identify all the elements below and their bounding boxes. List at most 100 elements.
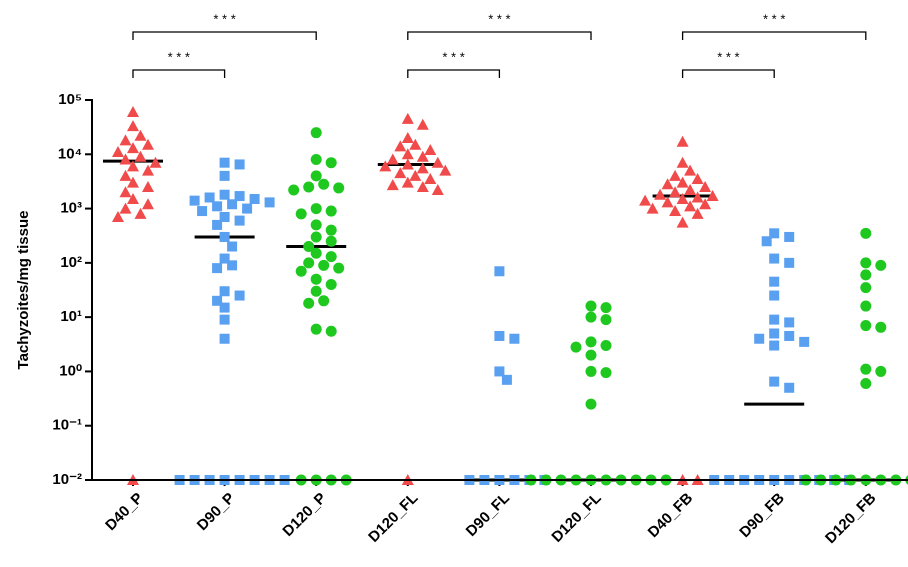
data-point (494, 266, 505, 277)
data-point (784, 231, 795, 242)
data-point (401, 112, 414, 124)
data-point (769, 340, 780, 351)
data-point (219, 157, 230, 168)
data-point (134, 207, 147, 219)
data-point (699, 198, 712, 210)
data-point (119, 153, 132, 165)
significance-bracket (681, 69, 775, 78)
data-point (219, 170, 230, 181)
data-point (416, 150, 429, 162)
data-point (409, 138, 422, 150)
data-point (127, 142, 139, 154)
x-tick-label: D120_FB (822, 490, 880, 548)
significance-bracket (681, 31, 867, 40)
data-point (761, 236, 772, 247)
data-point (325, 224, 337, 236)
data-point (288, 184, 300, 196)
data-point (424, 173, 437, 185)
data-point (875, 365, 887, 377)
y-tick-label: 10³ (60, 200, 82, 217)
data-point (769, 290, 780, 301)
significance-label: * * * (213, 11, 235, 26)
data-point (706, 190, 719, 202)
data-point (676, 135, 689, 147)
data-point (860, 269, 872, 281)
data-point (431, 156, 444, 168)
data-point (661, 178, 674, 190)
data-point (119, 169, 132, 181)
data-point (119, 202, 132, 214)
data-point (325, 278, 337, 290)
y-tick-label: 10⁵ (58, 91, 82, 108)
y-tick-label: 10⁴ (58, 145, 82, 162)
significance-label: * * * (717, 49, 739, 64)
data-point (310, 127, 322, 139)
data-point (303, 241, 315, 253)
data-point (318, 295, 330, 307)
x-tick-label: D40_FB (645, 489, 697, 541)
data-point (691, 173, 704, 185)
data-point (691, 191, 704, 203)
data-point (234, 159, 245, 170)
data-point (860, 320, 872, 332)
data-point (212, 219, 223, 230)
data-point (325, 205, 337, 217)
y-axis-label: Tachyzoites/mg tissue (15, 211, 32, 370)
data-point (310, 154, 322, 166)
data-point (860, 363, 872, 375)
data-point (295, 265, 307, 277)
data-point (219, 211, 230, 222)
data-point (119, 186, 132, 198)
data-point (860, 282, 872, 294)
significance-label: * * * (168, 49, 190, 64)
data-point (219, 189, 230, 200)
x-tick-label: D120_FL (548, 490, 604, 546)
data-point (310, 285, 322, 297)
data-point (325, 157, 337, 169)
data-point (769, 228, 780, 239)
data-point (494, 330, 505, 341)
data-point (379, 160, 392, 172)
x-tick-label: D90_P (194, 490, 238, 534)
data-point (676, 176, 689, 188)
data-point (661, 196, 674, 208)
data-point (860, 377, 872, 389)
data-point (112, 146, 124, 158)
data-point (585, 365, 597, 377)
data-point (669, 186, 682, 198)
data-point (219, 286, 230, 297)
significance-bracket (407, 31, 592, 40)
data-point (784, 317, 795, 328)
data-point (424, 143, 437, 155)
data-point (386, 179, 399, 191)
data-point (416, 162, 429, 174)
data-point (669, 205, 682, 217)
data-point (394, 140, 407, 152)
data-point (310, 203, 322, 215)
data-point (509, 333, 520, 344)
data-point (585, 349, 597, 361)
data-point (646, 202, 659, 214)
data-point (219, 314, 230, 325)
data-point (691, 207, 704, 219)
data-point (112, 210, 124, 222)
data-point (416, 118, 429, 130)
data-point (585, 336, 597, 348)
data-point (227, 199, 238, 210)
data-point (416, 180, 429, 192)
data-point (401, 176, 414, 188)
data-point (494, 366, 505, 377)
data-point (799, 336, 810, 347)
data-point (142, 198, 154, 210)
data-point (600, 340, 612, 352)
data-point (325, 325, 337, 337)
data-point (325, 235, 337, 247)
data-point (669, 169, 682, 181)
data-point (310, 231, 322, 243)
data-point (654, 188, 667, 200)
data-point (127, 120, 139, 132)
data-point (684, 164, 697, 176)
data-point (227, 260, 238, 271)
data-point (585, 311, 597, 323)
